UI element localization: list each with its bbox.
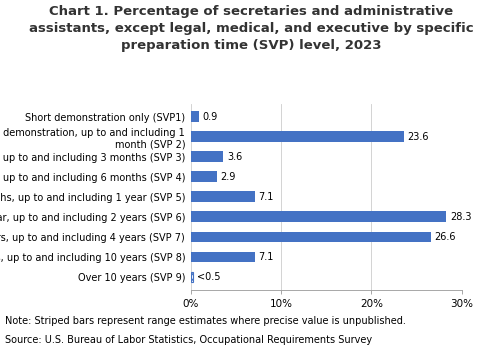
Text: <0.5: <0.5 — [197, 272, 220, 282]
Text: 26.6: 26.6 — [434, 232, 455, 242]
Bar — [190, 211, 445, 222]
Text: Chart 1. Percentage of secretaries and administrative
assistants, except legal, : Chart 1. Percentage of secretaries and a… — [29, 5, 472, 52]
Text: 7.1: 7.1 — [258, 252, 274, 262]
Text: 28.3: 28.3 — [449, 212, 470, 222]
Bar — [190, 111, 198, 122]
Text: 23.6: 23.6 — [407, 131, 428, 141]
Text: 7.1: 7.1 — [258, 192, 274, 201]
Bar — [190, 191, 255, 202]
Text: Source: U.S. Bureau of Labor Statistics, Occupational Requirements Survey: Source: U.S. Bureau of Labor Statistics,… — [5, 335, 371, 345]
Text: Note: Striped bars represent range estimates where precise value is unpublished.: Note: Striped bars represent range estim… — [5, 316, 405, 326]
Bar — [190, 131, 403, 142]
Text: 2.9: 2.9 — [220, 171, 235, 181]
Bar — [190, 231, 430, 242]
Bar — [190, 272, 193, 282]
Bar — [190, 151, 223, 162]
Bar — [190, 171, 216, 182]
Bar — [190, 252, 255, 262]
Text: 3.6: 3.6 — [226, 151, 241, 161]
Text: 0.9: 0.9 — [202, 111, 217, 121]
